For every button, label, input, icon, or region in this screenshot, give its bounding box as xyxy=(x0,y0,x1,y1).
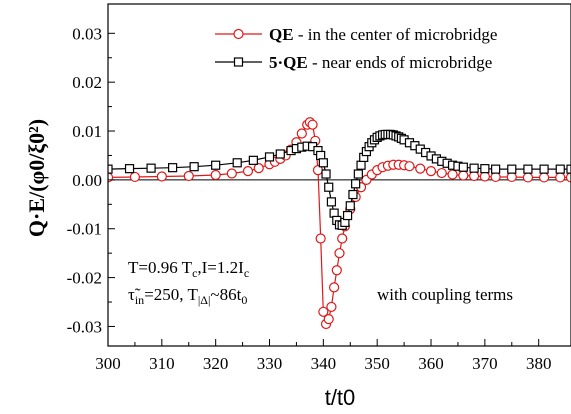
data-point xyxy=(129,171,141,183)
x-tick-label: 370 xyxy=(472,354,498,373)
data-point xyxy=(331,265,342,276)
data-point xyxy=(458,170,469,181)
x-tick-label: 310 xyxy=(149,354,175,373)
x-tick-label: 330 xyxy=(257,354,283,373)
x-tick-label: 350 xyxy=(364,354,390,373)
x-tick-label: 360 xyxy=(418,354,444,373)
data-point xyxy=(264,152,275,162)
data-point xyxy=(436,167,447,179)
legend-5qe-bold: 5·QE xyxy=(269,53,308,72)
data-point xyxy=(183,170,194,182)
parameter-annotation: T=0.96 Tc,I=1.2Ic τ̃in=250, T|Δ|~86t0 wi… xyxy=(128,258,513,307)
legend-label-qe: QE - in the center of microbridge xyxy=(269,25,497,44)
x-axis-ticks: 300 310 320 330 340 350 360 370 380 xyxy=(95,339,551,373)
series-layer xyxy=(108,117,571,330)
annotation-line-1: T=0.96 Tc,I=1.2Ic xyxy=(128,258,249,280)
data-point xyxy=(324,182,334,192)
data-point xyxy=(523,164,533,174)
data-point xyxy=(337,233,348,244)
data-point xyxy=(321,169,331,179)
series-qe-center xyxy=(108,117,571,330)
y-axis-ticks: 0.03 0.02 0.01 0.00 -0.01 -0.02 -0.03 xyxy=(67,24,115,336)
data-point xyxy=(469,163,479,173)
data-point xyxy=(415,163,426,174)
data-point xyxy=(296,128,307,139)
y-tick-label: 0.00 xyxy=(72,171,102,190)
legend-marker-5qe xyxy=(233,57,244,67)
legend-marker-qe xyxy=(233,28,244,40)
y-tick-label: -0.02 xyxy=(67,269,102,288)
data-point xyxy=(307,119,318,130)
y-tick-label: 0.02 xyxy=(72,73,102,92)
y-tick-label: -0.03 xyxy=(67,317,102,336)
data-point xyxy=(253,163,264,174)
data-point xyxy=(326,197,337,207)
x-tick-label: 340 xyxy=(311,354,337,373)
x-tick-label: 300 xyxy=(95,354,121,373)
y-axis-label: Q·E/(φ0/ξ0²) xyxy=(24,119,49,237)
data-point xyxy=(404,161,415,172)
data-point xyxy=(211,160,221,170)
data-point xyxy=(507,164,517,174)
data-point xyxy=(480,164,490,174)
data-point xyxy=(425,165,437,177)
data-point xyxy=(348,189,358,200)
legend-5qe-rest: - near ends of microbridge xyxy=(308,53,493,72)
data-point xyxy=(566,164,571,174)
legend-label-5qe: 5·QE - near ends of microbridge xyxy=(269,53,492,72)
data-point xyxy=(565,172,571,183)
data-point xyxy=(232,158,242,168)
data-point xyxy=(351,179,361,189)
series-5qe-ends xyxy=(108,129,571,230)
y-tick-label: -0.01 xyxy=(67,220,102,239)
data-point xyxy=(479,171,490,182)
data-point xyxy=(146,163,156,173)
y-tick-label: 0.03 xyxy=(72,24,102,43)
legend-qe-bold: QE xyxy=(269,25,294,44)
data-point xyxy=(318,306,329,317)
data-point xyxy=(538,172,550,183)
data-point xyxy=(334,248,345,259)
data-point xyxy=(323,314,334,325)
data-point xyxy=(108,164,113,174)
data-point xyxy=(555,164,565,174)
data-point xyxy=(156,171,167,182)
data-point xyxy=(326,301,337,313)
data-point xyxy=(506,171,517,183)
x-tick-label: 380 xyxy=(526,354,552,373)
data-point xyxy=(226,168,237,179)
data-point xyxy=(345,201,355,211)
y-tick-label: 0.01 xyxy=(72,122,102,141)
data-point xyxy=(353,169,363,179)
data-point xyxy=(168,163,178,173)
data-point xyxy=(539,164,549,174)
x-axis-label: t/t0 xyxy=(325,385,356,410)
data-point xyxy=(491,164,501,174)
annotation-line-2: τ̃in=250, T|Δ|~86t0 xyxy=(128,285,247,307)
data-point xyxy=(315,233,326,244)
data-point xyxy=(342,210,353,221)
data-point xyxy=(318,158,328,168)
legend: QE - in the center of microbridge 5·QE -… xyxy=(215,25,497,72)
data-point xyxy=(490,171,501,183)
data-point xyxy=(210,169,221,181)
data-point xyxy=(522,172,534,183)
data-point xyxy=(356,160,366,170)
x-tick-label: 320 xyxy=(203,354,229,373)
data-point xyxy=(275,149,285,159)
data-point xyxy=(329,282,340,293)
data-point xyxy=(189,162,199,172)
data-point xyxy=(555,172,566,183)
data-point xyxy=(447,169,458,180)
plot-frame xyxy=(107,3,571,347)
data-point xyxy=(242,165,254,177)
data-point xyxy=(458,162,468,172)
data-point xyxy=(124,164,135,174)
data-point xyxy=(468,170,480,182)
legend-qe-rest: - in the center of microbridge xyxy=(294,25,498,44)
annotation-coupling: with coupling terms xyxy=(377,285,513,304)
data-point xyxy=(248,155,258,165)
